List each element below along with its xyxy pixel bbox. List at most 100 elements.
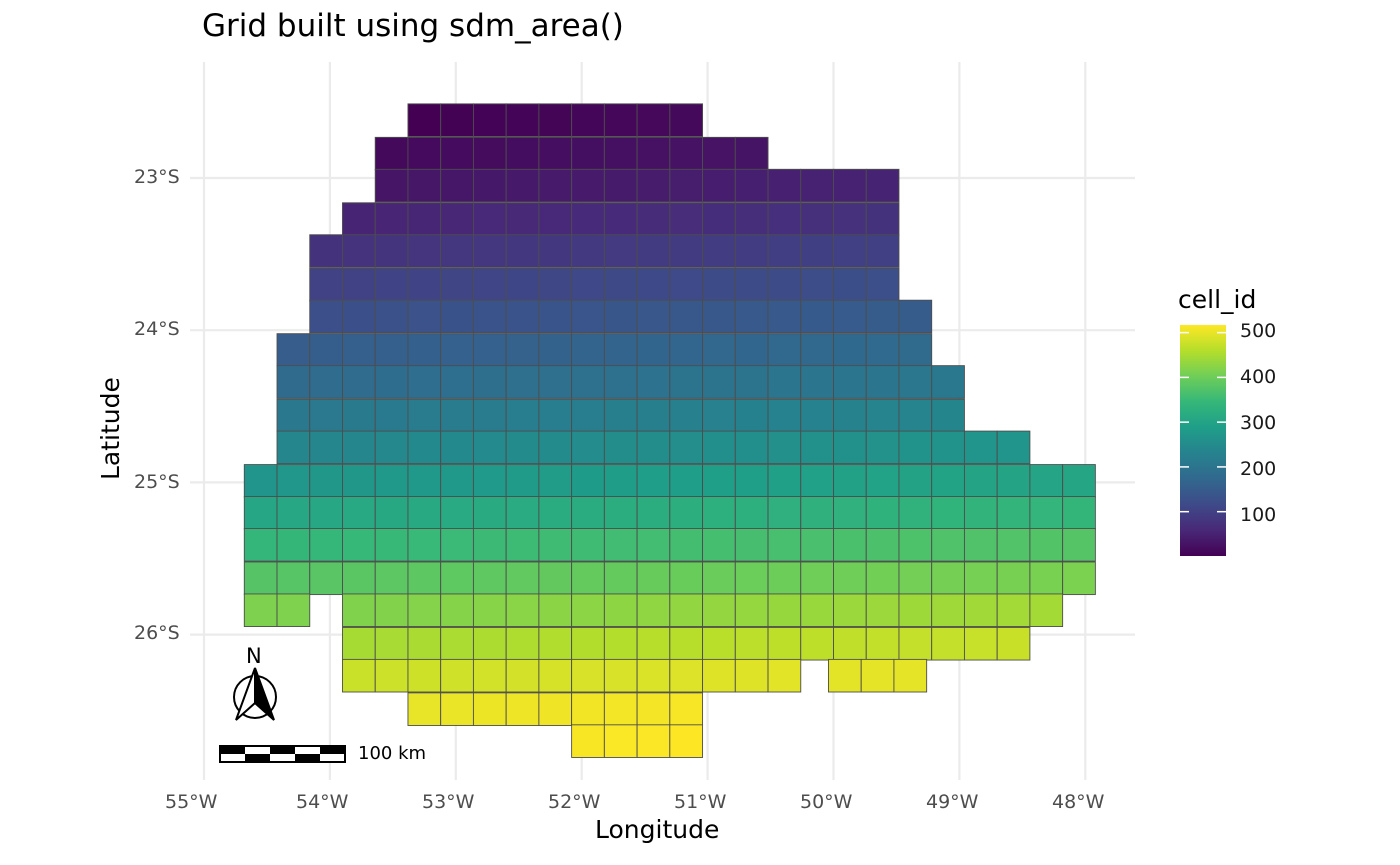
grid-cell (865, 561, 900, 596)
grid-cell (669, 528, 704, 562)
grid-cell (342, 593, 376, 628)
grid-cell (342, 299, 376, 334)
grid-cell (800, 398, 834, 433)
grid-cell (374, 561, 409, 596)
y-tick-label: 25°S (134, 471, 180, 493)
grid-cell (440, 103, 474, 137)
grid-cell (374, 299, 409, 334)
grid-cell (669, 168, 704, 203)
grid-cell (571, 658, 605, 693)
grid-cell (538, 168, 573, 203)
grid-cell (603, 333, 638, 367)
grid-cell (833, 202, 867, 236)
grid-cell (702, 430, 736, 465)
x-tick-label: 52°W (548, 791, 601, 813)
grid-cell (407, 136, 442, 171)
grid-cell (571, 496, 605, 530)
grid-cell (898, 333, 933, 367)
y-tick-label: 23°S (134, 166, 180, 188)
grid-cell (865, 430, 900, 465)
grid-cell (505, 103, 540, 137)
grid-cell (342, 365, 376, 399)
grid-cell (833, 430, 867, 465)
grid-cell (571, 528, 605, 562)
grid-cell (472, 136, 507, 171)
grid-cell (636, 430, 671, 465)
grid-cell (734, 202, 769, 236)
grid-cell (472, 528, 507, 562)
x-tick-label: 50°W (800, 791, 853, 813)
legend-title: cell_id (1178, 285, 1257, 314)
grid-cell (374, 136, 409, 171)
x-tick-label: 49°W (926, 791, 979, 813)
legend-label: 300 (1240, 412, 1277, 434)
grid-cell (571, 136, 605, 171)
grid-cell (800, 333, 834, 367)
grid-cell (800, 464, 834, 498)
grid-cell (893, 658, 928, 693)
grid-cell (309, 365, 343, 399)
grid-cell (342, 496, 376, 530)
grid-cell (309, 333, 343, 367)
grid-cell (571, 202, 605, 236)
grid-cell (342, 528, 376, 562)
grid-cell (538, 333, 573, 367)
grid-cell (767, 333, 802, 367)
grid-cell (669, 333, 704, 367)
grid-cell (505, 430, 540, 465)
grid-cell (505, 333, 540, 367)
grid-cell (472, 267, 507, 302)
grid-cell (407, 561, 442, 596)
grid-cell (636, 658, 671, 693)
x-axis-title: Longitude (595, 815, 720, 844)
grid-cell (702, 496, 736, 530)
grid-cell (669, 202, 704, 236)
grid-cell (505, 365, 540, 399)
grid-cell (440, 626, 474, 661)
grid-cell (538, 136, 573, 171)
grid-cell (767, 593, 802, 628)
grid-cell (374, 398, 409, 433)
grid-cell (407, 626, 442, 661)
grid-cell (898, 430, 933, 465)
grid-cell (636, 103, 671, 137)
grid-cell (309, 234, 343, 268)
grid-cell (702, 202, 736, 236)
grid-cell (374, 365, 409, 399)
grid-cell (636, 561, 671, 596)
grid-cell (833, 267, 867, 302)
grid-cell (374, 658, 409, 693)
grid-cell (407, 365, 442, 399)
grid-cell (963, 528, 998, 562)
grid-cell (276, 496, 311, 530)
grid-cell (833, 496, 867, 530)
grid-cell (440, 299, 474, 334)
grid-cell (963, 464, 998, 498)
grid-cell (636, 365, 671, 399)
grid-cell (996, 561, 1031, 596)
north-label: N (246, 644, 262, 668)
grid-cell (833, 593, 867, 628)
grid-cell (702, 333, 736, 367)
grid-cell (440, 561, 474, 596)
grid-cell (505, 136, 540, 171)
grid-cell (734, 299, 769, 334)
grid-cell (276, 528, 311, 562)
grid-cell (505, 626, 540, 661)
grid-cell (734, 430, 769, 465)
grid-cell (603, 299, 638, 334)
grid-cell (571, 333, 605, 367)
grid-cell (669, 724, 704, 758)
grid-cell (342, 202, 376, 236)
grid-cell (342, 658, 376, 693)
grid-cell (472, 658, 507, 693)
grid-cell (538, 365, 573, 399)
grid-cell (538, 267, 573, 302)
grid-cell (1062, 496, 1096, 530)
grid-cell (538, 658, 573, 693)
grid-cell (505, 202, 540, 236)
grid-cell (898, 593, 933, 628)
grid-cell (931, 496, 965, 530)
grid-cell (440, 267, 474, 302)
grid-cell (1062, 464, 1096, 498)
